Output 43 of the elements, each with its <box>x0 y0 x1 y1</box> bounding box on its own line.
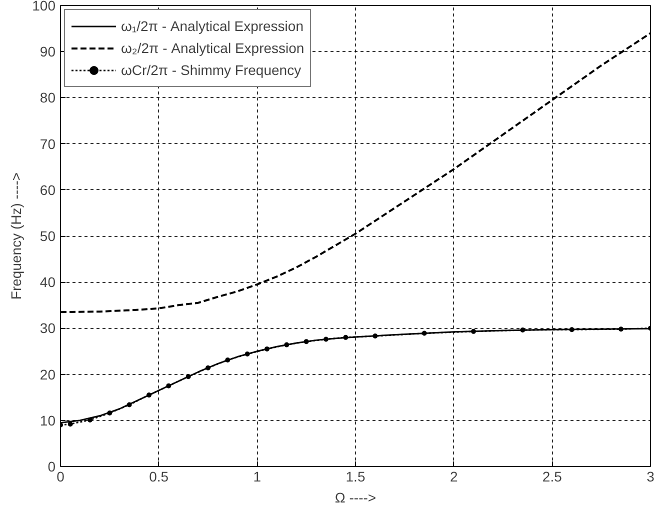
point <box>569 327 574 332</box>
point <box>284 342 290 348</box>
point <box>343 334 348 340</box>
y-axis-title: Frequency (Hz) ----> <box>8 172 24 300</box>
point <box>68 422 73 427</box>
point <box>520 328 526 333</box>
y-tick-label: 30 <box>40 320 56 336</box>
point <box>372 334 378 339</box>
point <box>471 328 476 334</box>
y-tick-label: 50 <box>40 228 56 244</box>
y-tick-label: 70 <box>40 136 56 152</box>
point <box>206 365 210 370</box>
point <box>264 346 270 352</box>
point <box>166 383 172 388</box>
legend-label: ω₁/2π - Analytical Expression <box>121 18 304 34</box>
point <box>186 374 191 380</box>
point <box>107 410 112 416</box>
x-tick-label: 2.5 <box>542 468 562 484</box>
point <box>244 352 250 357</box>
x-tick-label: 1 <box>253 468 262 484</box>
x-tick-label: 0.5 <box>149 468 169 484</box>
point <box>146 392 152 398</box>
point <box>225 358 230 363</box>
x-tick-label: 3 <box>646 468 655 484</box>
x-axis-title: Ω ----> <box>334 490 376 506</box>
x-tick-label: 1.5 <box>346 468 366 484</box>
point <box>618 326 624 332</box>
y-tick-label: 10 <box>40 412 56 428</box>
point <box>422 330 427 336</box>
x-tick-label: 2 <box>450 468 458 484</box>
y-tick-label: 0 <box>48 458 56 474</box>
point <box>324 336 328 342</box>
point <box>88 417 92 422</box>
y-tick-label: 20 <box>40 366 56 382</box>
y-tick-label: 60 <box>40 182 56 198</box>
y-tick-label: 80 <box>40 90 56 106</box>
y-tick-label: 90 <box>40 44 56 60</box>
y-tick-label: 40 <box>40 274 56 290</box>
point <box>304 339 309 344</box>
legend-label: ω₂/2π - Analytical Expression <box>121 40 304 56</box>
point <box>126 402 132 408</box>
y-tick-label: 100 <box>32 0 56 14</box>
legend-label: ωCr/2π - Shimmy Frequency <box>121 62 302 78</box>
